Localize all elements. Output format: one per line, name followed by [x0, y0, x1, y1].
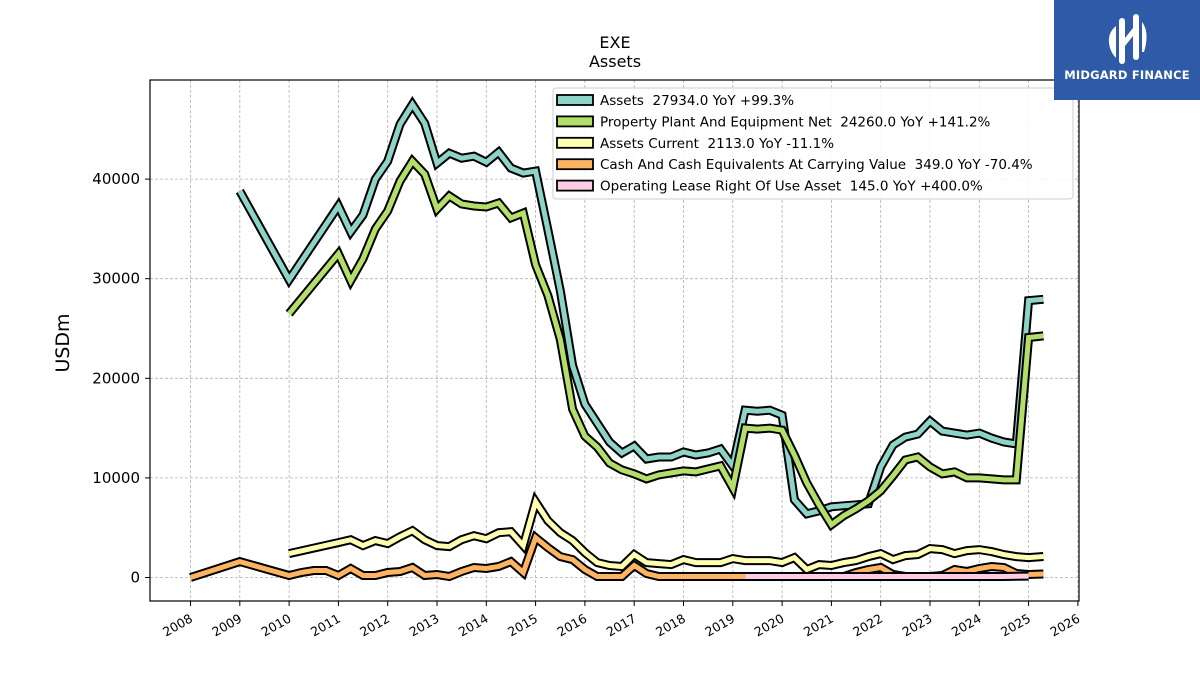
y-axis-label: USDm — [52, 313, 74, 372]
x-tick-label: 2009 — [209, 611, 244, 640]
midgard-logo-icon — [1108, 14, 1147, 64]
legend-swatch — [556, 94, 594, 106]
x-tick-label: 2026 — [1047, 611, 1082, 640]
x-tick-label: 2011 — [308, 611, 343, 640]
x-tick-label: 2010 — [259, 611, 294, 640]
x-tick-label: 2015 — [505, 611, 540, 640]
series-line-2 — [285, 153, 1044, 532]
series-line-3 — [288, 491, 1044, 575]
x-tick-label: 2022 — [850, 611, 885, 640]
legend-swatch — [556, 158, 594, 171]
x-tick-label: 2019 — [702, 611, 737, 640]
x-tick-label: 2018 — [653, 611, 688, 640]
x-tick-label: 2012 — [357, 611, 392, 640]
legend-entry: Property Plant And Equipment Net 24260.0… — [600, 114, 991, 130]
series-line — [237, 99, 1044, 517]
y-tick-label: 20000 — [92, 369, 140, 387]
x-tick-label: 2024 — [949, 611, 984, 640]
chart-title: EXE — [599, 33, 630, 52]
legend-entry: Cash And Cash Equivalents At Carrying Va… — [600, 157, 1033, 173]
x-tick-label: 2021 — [801, 611, 836, 640]
x-tick-label: 2008 — [160, 611, 195, 640]
legend-entry: Operating Lease Right Of Use Asset 145.0… — [600, 179, 983, 195]
legend-box — [552, 87, 1074, 200]
series-lines — [189, 96, 1044, 582]
legend-swatch — [556, 136, 594, 149]
logo-text: MIDGARD FINANCE — [1064, 68, 1190, 82]
series-line — [287, 157, 1044, 529]
x-tick-label: 2013 — [406, 611, 441, 640]
y-tick-label: 30000 — [92, 270, 140, 288]
legend-entry: Assets 27934.0 YoY +99.3% — [600, 93, 794, 109]
legend-entry: Assets Current 2113.0 YoY -11.1% — [600, 136, 834, 152]
series-line — [288, 495, 1044, 573]
y-tick-label: 10000 — [92, 469, 140, 487]
y-tick-label: 40000 — [92, 170, 140, 188]
x-tick-label: 2023 — [899, 611, 934, 640]
plot-frame — [149, 79, 1080, 602]
x-tick-label: 2016 — [554, 611, 589, 640]
legend: Assets 27934.0 YoY +99.3% Property Plant … — [552, 87, 1074, 200]
x-tick-label: 2014 — [456, 611, 491, 640]
y-tick-label: 0 — [130, 569, 140, 587]
x-tick-label: 2020 — [752, 611, 787, 640]
brand-logo: MIDGARD FINANCE — [1054, 0, 1200, 100]
legend-swatch — [556, 179, 594, 192]
x-tick-label: 2017 — [604, 611, 639, 640]
x-tick-label: 2025 — [998, 611, 1033, 640]
chart-subtitle: Assets — [589, 52, 641, 71]
series-line-1 — [235, 96, 1044, 519]
legend-swatch — [556, 115, 594, 128]
